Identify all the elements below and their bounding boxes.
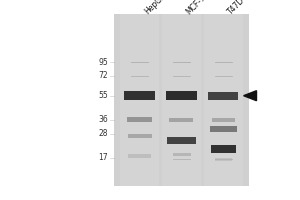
Bar (128, 134, 152, 138)
Bar (114, 14, 249, 186)
Bar (211, 145, 236, 153)
Bar (172, 153, 190, 156)
Text: HepG2: HepG2 (142, 0, 167, 16)
Bar (127, 117, 152, 122)
Bar (128, 154, 151, 158)
Bar (204, 14, 243, 186)
Bar (214, 158, 232, 161)
Text: 17: 17 (98, 153, 108, 162)
Bar (208, 92, 238, 100)
Bar (210, 126, 237, 132)
Text: 36: 36 (98, 115, 108, 124)
Polygon shape (244, 91, 256, 101)
Bar (212, 118, 235, 122)
Bar (162, 14, 201, 186)
Text: 55: 55 (98, 91, 108, 100)
Bar (166, 91, 197, 100)
Bar (120, 14, 159, 186)
Text: T47D: T47D (226, 0, 247, 16)
Text: 28: 28 (98, 129, 108, 138)
Text: MCF-7: MCF-7 (184, 0, 208, 16)
Text: 72: 72 (98, 71, 108, 80)
Bar (169, 118, 194, 122)
Text: 95: 95 (98, 58, 108, 67)
Bar (124, 91, 155, 100)
Bar (167, 137, 196, 144)
